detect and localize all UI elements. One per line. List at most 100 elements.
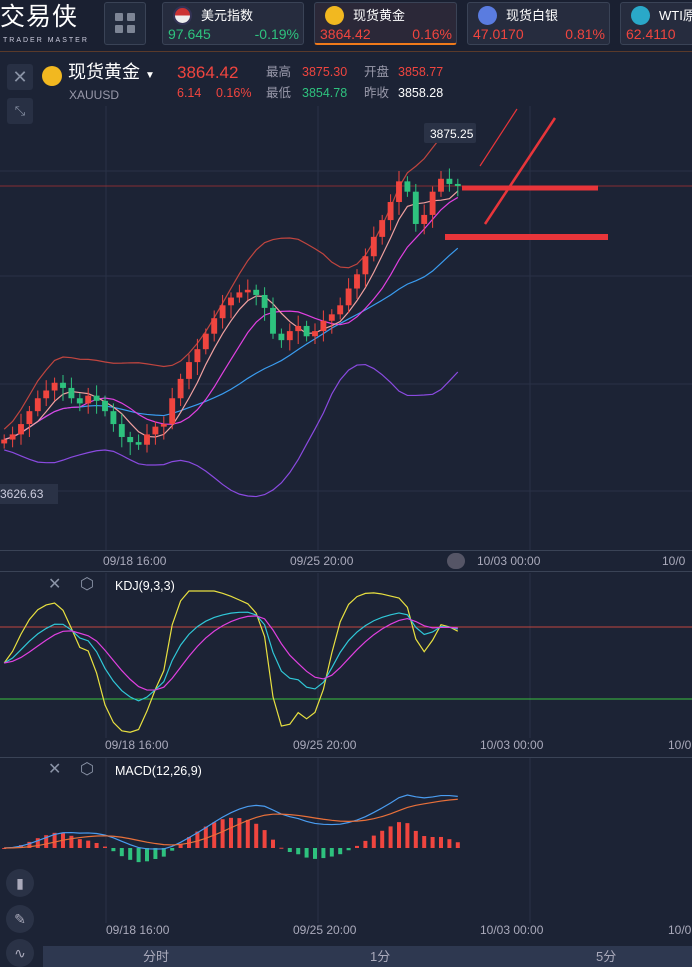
candle-body <box>211 318 218 334</box>
macd-bar <box>77 839 82 848</box>
ticker-price: 3864.42 <box>320 26 371 42</box>
macd-bar <box>397 822 401 848</box>
tab-1min[interactable]: 1分 <box>370 949 391 964</box>
macd-bar <box>413 830 418 848</box>
macd-bar <box>447 839 452 848</box>
macd-bar <box>405 823 410 848</box>
symbol-code: XAUUSD <box>69 88 120 102</box>
macd-bar <box>103 846 107 848</box>
close-indicator-icon[interactable]: ✕ <box>48 576 62 593</box>
time-label: 10/03 00:00 <box>477 554 541 568</box>
candle-body <box>118 424 125 437</box>
open-label: 开盘 <box>364 65 390 79</box>
silver-icon <box>478 6 497 25</box>
candle-body <box>446 178 453 184</box>
kdj-k-line <box>3 611 458 702</box>
candle-body <box>1 439 8 444</box>
macd-chart <box>0 757 692 923</box>
macd-bar <box>111 848 116 852</box>
ticker-change: 0.16% <box>412 26 452 42</box>
candle-body <box>144 434 150 445</box>
drawn-arrow <box>479 108 518 167</box>
pencil-icon[interactable]: ✎ <box>6 905 34 933</box>
macd-bar <box>287 848 292 853</box>
candle-body <box>396 181 402 203</box>
time-label: 10/0 <box>668 738 692 752</box>
macd-bar <box>254 823 259 848</box>
ticker-name: 美元指数 <box>201 8 254 23</box>
ticker-gold[interactable]: 现货黄金 3864.42 0.16% <box>314 2 457 45</box>
ticker-price: 62.4110 <box>626 26 676 42</box>
macd-bar <box>346 848 351 851</box>
change-pct: 0.16% <box>216 86 252 100</box>
tab-timeshare[interactable]: 分时 <box>143 949 170 964</box>
kdj-chart <box>0 573 692 738</box>
macd-bar <box>35 838 40 848</box>
close-icon[interactable]: ✕ <box>7 64 33 90</box>
max-label-bg <box>424 123 476 143</box>
candle-body <box>51 382 58 391</box>
macd-bar <box>262 830 267 848</box>
last-price: 3864.42 <box>177 63 239 82</box>
candle-body <box>295 325 302 332</box>
settings-icon[interactable]: ⬡ <box>80 576 94 593</box>
max-price-label: 3875.25 <box>430 127 474 141</box>
gold-icon <box>42 66 62 86</box>
macd-bar <box>178 843 183 848</box>
ma10-line <box>4 196 459 441</box>
logo: 交易侠 <box>0 3 79 31</box>
candle-body <box>202 333 209 350</box>
macd-bar <box>27 841 32 848</box>
ticker-price: 97.645 <box>168 26 211 42</box>
macd-bar <box>245 819 250 848</box>
symbol-selector[interactable]: 现货黄金 ▼ <box>68 61 155 84</box>
candle-body <box>454 183 461 186</box>
candle-body <box>219 305 226 319</box>
candle-body <box>236 292 243 298</box>
ticker-dxy[interactable]: 美元指数 97.645 -0.19% <box>162 2 304 45</box>
tab-5min[interactable]: 5分 <box>596 949 617 964</box>
macd-bar <box>195 831 200 848</box>
settings-icon[interactable]: ⬡ <box>80 761 94 778</box>
macd-bar <box>203 826 208 848</box>
scroll-handle-icon[interactable] <box>447 553 465 569</box>
candle-body <box>228 297 234 306</box>
candlestick-chart[interactable]: 3875.25 3626.63 <box>0 106 692 551</box>
grid-menu-button[interactable] <box>104 2 146 45</box>
candle-type-icon[interactable]: ▮ <box>6 869 34 897</box>
macd-bar <box>119 848 124 857</box>
macd-bar <box>128 848 133 860</box>
candle-body <box>244 289 251 293</box>
macd-bar <box>388 826 393 848</box>
macd-bar <box>329 848 334 857</box>
indicator-icon[interactable]: ∿ <box>6 939 34 967</box>
collapse-icon[interactable]: ⤡ <box>7 98 33 124</box>
ticker-wti[interactable]: WTI原 62.4110 <box>620 2 692 45</box>
time-label: 09/25 20:00 <box>293 923 357 937</box>
macd-bar <box>304 848 309 858</box>
macd-bar <box>338 848 343 855</box>
macd-bar <box>279 847 284 849</box>
high-value: 3875.30 <box>302 65 348 79</box>
min-price-label: 3626.63 <box>0 487 44 501</box>
candle-body <box>194 349 201 363</box>
macd-bar <box>313 848 317 859</box>
candle-body <box>404 181 411 192</box>
macd-bar <box>86 840 91 848</box>
logo-subtitle: TRADER MASTER <box>3 37 89 44</box>
low-label: 最低 <box>266 86 292 100</box>
macd-bar <box>52 832 57 848</box>
time-label: 09/25 20:00 <box>293 738 357 752</box>
candle-body <box>303 325 310 337</box>
close-indicator-icon[interactable]: ✕ <box>48 761 62 778</box>
macd-bar <box>220 819 225 848</box>
macd-bar <box>94 843 99 848</box>
ticker-name: WTI原 <box>659 8 692 23</box>
candle-body <box>370 236 377 257</box>
macd-bar <box>455 842 460 848</box>
ma5-line <box>4 190 459 441</box>
candle-body <box>345 288 352 306</box>
candle-body <box>286 331 293 341</box>
macd-bar <box>439 836 443 848</box>
ticker-silver[interactable]: 现货白银 47.0170 0.81% <box>467 2 610 45</box>
